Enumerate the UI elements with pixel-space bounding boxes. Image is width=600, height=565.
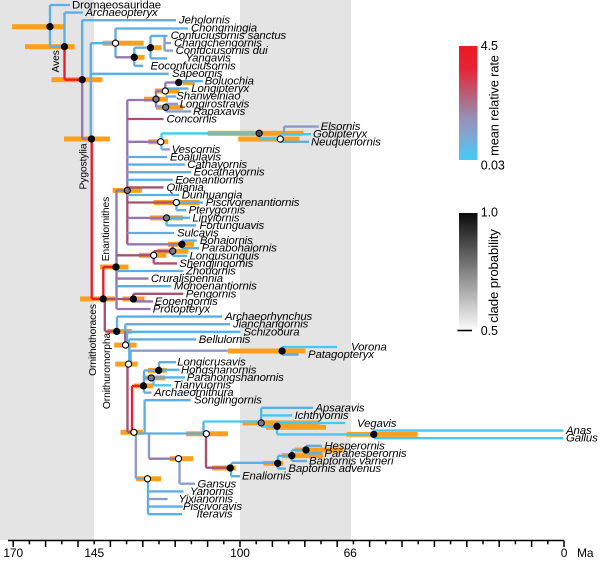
svg-text:0.5: 0.5 [481,324,498,338]
svg-text:170: 170 [3,546,23,560]
svg-text:Cathayornis: Cathayornis [187,159,247,171]
svg-text:Fortunguavis: Fortunguavis [200,220,265,232]
svg-text:Bohaiornis: Bohaiornis [200,235,253,247]
svg-text:Dromaeosauridae: Dromaeosauridae [72,0,161,12]
svg-text:Vescornis: Vescornis [172,144,221,156]
svg-text:Ma: Ma [577,546,594,560]
svg-text:Gobipteryx: Gobipteryx [313,129,368,141]
svg-text:1.0: 1.0 [481,206,498,220]
svg-text:Chongmingia: Chongmingia [191,22,257,34]
svg-text:Baptornis advenus: Baptornis advenus [288,463,381,475]
svg-text:Dunhuangia: Dunhuangia [182,190,242,202]
svg-text:4.5: 4.5 [481,39,498,53]
svg-text:Enantiornithes: Enantiornithes [101,197,112,261]
svg-text:Rapaxavis: Rapaxavis [193,106,246,118]
svg-text:Linyiornis: Linyiornis [192,212,240,224]
svg-text:Pengornis: Pengornis [186,288,237,300]
svg-text:Yixianornis: Yixianornis [179,494,234,506]
svg-text:Parahongshanornis: Parahongshanornis [187,372,284,384]
svg-text:Ornithuromorpha: Ornithuromorpha [102,332,113,409]
svg-text:Longirostravis: Longirostravis [180,98,250,110]
svg-text:Changchengornis: Changchengornis [174,38,262,50]
svg-text:100: 100 [230,546,250,560]
svg-text:Boluochia: Boluochia [205,76,254,88]
svg-text:Baptornis varneri: Baptornis varneri [309,456,394,468]
svg-text:Anas: Anas [565,425,592,437]
svg-text:Eocathayornis: Eocathayornis [194,167,265,179]
svg-text:Yanornis: Yanornis [190,486,234,498]
svg-text:Hesperornis: Hesperornis [324,440,385,452]
svg-text:Confuciusornis sanctus: Confuciusornis sanctus [171,30,287,42]
svg-text:Eoalulavis: Eoalulavis [170,152,221,164]
svg-text:Patagopteryx: Patagopteryx [308,349,375,361]
svg-text:Tianyuornis: Tianyuornis [173,380,231,392]
svg-text:Shengjingornis: Shengjingornis [179,258,253,270]
svg-text:Protopteryx: Protopteryx [153,304,212,316]
svg-text:Piscivorenantiornis: Piscivorenantiornis [206,197,300,209]
svg-text:145: 145 [84,546,104,560]
svg-text:Longipteryx: Longipteryx [191,83,250,95]
svg-text:Parabohaiornis: Parabohaiornis [202,243,278,255]
svg-text:Confuciusornis dui: Confuciusornis dui [176,45,268,57]
svg-text:Iteravis: Iteravis [197,509,233,521]
svg-text:Archaeorhynchus: Archaeorhynchus [224,311,313,323]
svg-text:Yangavis: Yangavis [186,53,232,65]
svg-text:mean relative rate: mean relative rate [486,55,501,156]
svg-text:Vegavis: Vegavis [357,418,397,430]
svg-text:Qiliania: Qiliania [167,182,204,194]
svg-text:Shanweiniao: Shanweiniao [176,91,240,103]
svg-text:Longicrusavis: Longicrusavis [177,357,246,369]
svg-text:Gansus: Gansus [198,478,237,490]
svg-text:Cruralispennia: Cruralispennia [151,273,223,285]
svg-text:Piscivoravis: Piscivoravis [183,501,242,513]
svg-text:Apsaravis: Apsaravis [314,402,365,414]
svg-text:Songlingornis: Songlingornis [194,395,262,407]
svg-text:Sulcavis: Sulcavis [177,228,219,240]
svg-text:Pygostylia: Pygostylia [79,143,90,189]
svg-text:Enaliornis: Enaliornis [242,471,291,483]
svg-text:Longusunguis: Longusunguis [190,250,260,262]
svg-text:Schizooura: Schizooura [244,326,300,338]
svg-text:Jeholornis: Jeholornis [178,15,230,27]
svg-text:Concornis: Concornis [167,114,218,126]
svg-text:Aves: Aves [51,50,62,72]
svg-text:Archaeopteryx: Archaeopteryx [85,7,160,19]
svg-text:Eoenantiornis: Eoenantiornis [175,174,244,186]
svg-text:0.03: 0.03 [481,159,505,173]
svg-text:Sapeornis: Sapeornis [172,68,223,80]
svg-text:Monoenantiornis: Monoenantiornis [174,281,257,293]
svg-text:Ornithothoraces: Ornithothoraces [88,304,99,376]
svg-text:Pterygornis: Pterygornis [189,205,246,217]
svg-text:Neuquenornis: Neuquenornis [311,136,381,148]
svg-text:Ichthyornis: Ichthyornis [295,410,349,422]
svg-text:Archaeornithura: Archaeornithura [153,387,234,399]
svg-text:Eoconfuciusornis: Eoconfuciusornis [151,60,237,72]
svg-text:66: 66 [344,546,358,560]
svg-text:Elsornis: Elsornis [321,121,361,133]
svg-text:Hongshanornis: Hongshanornis [181,364,257,376]
svg-text:0: 0 [561,546,568,560]
svg-text:Jianchangornis: Jianchangornis [232,319,309,331]
svg-text:Vorona: Vorona [351,342,387,354]
svg-text:clade probability: clade probability [486,229,501,323]
svg-text:Gallus: Gallus [566,433,598,445]
svg-text:Bellulornis: Bellulornis [199,334,251,346]
svg-text:Parahesperornis: Parahesperornis [324,448,406,460]
svg-text:Eopengornis: Eopengornis [155,296,218,308]
svg-text:Zhouornis: Zhouornis [185,266,236,278]
